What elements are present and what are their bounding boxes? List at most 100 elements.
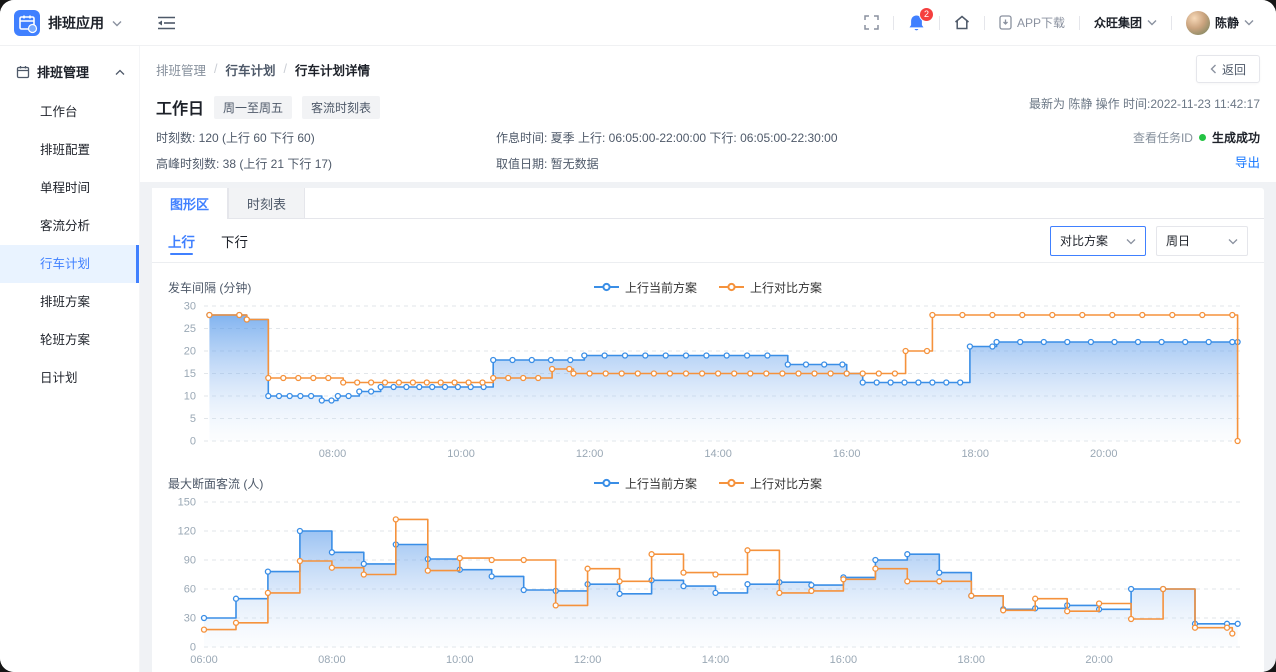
export-link[interactable]: 导出 bbox=[1234, 156, 1260, 170]
chevron-down-icon bbox=[1228, 234, 1238, 248]
sidebar-item-driving-plan[interactable]: 行车计划 bbox=[0, 245, 139, 283]
org-switcher[interactable]: 众旺集团 bbox=[1094, 14, 1157, 31]
day-select[interactable]: 周日 bbox=[1156, 225, 1248, 256]
info-peak-count: 高峰时刻数: 38 (上行 21 下行 17) bbox=[156, 157, 333, 171]
legend-item[interactable]: 上行对比方案 bbox=[719, 475, 822, 492]
sidebar-collapse-icon[interactable] bbox=[158, 16, 175, 30]
card-wrap: 图形区 时刻表 上行 下行 对比方案 周日 bbox=[140, 182, 1276, 672]
sidebar-item-passenger-analysis[interactable]: 客流分析 bbox=[40, 219, 91, 233]
divider bbox=[983, 15, 985, 30]
sidebar-item-workbench[interactable]: 工作台 bbox=[40, 105, 78, 119]
notification-badge: 2 bbox=[918, 6, 934, 22]
svg-text:20:00: 20:00 bbox=[1085, 654, 1113, 666]
home-icon[interactable] bbox=[954, 15, 970, 30]
tab-upstream[interactable]: 上行 bbox=[168, 219, 195, 263]
sidebar-item-daily-plan[interactable]: 日计划 bbox=[40, 371, 78, 385]
svg-text:10:00: 10:00 bbox=[447, 448, 475, 460]
svg-text:08:00: 08:00 bbox=[318, 654, 346, 666]
top-bar: 排班应用 2 APP下载 bbox=[0, 0, 1276, 46]
sidebar-group-label: 排班管理 bbox=[37, 65, 90, 80]
svg-text:120: 120 bbox=[178, 526, 196, 538]
main-content: 排班管理 / 行车计划 / 行车计划详情 返回 工作日 周一至周五 客流时刻表 … bbox=[140, 46, 1276, 672]
chevron-up-icon bbox=[115, 64, 125, 79]
sidebar-item-schedule-config[interactable]: 排班配置 bbox=[40, 143, 91, 157]
svg-text:0: 0 bbox=[190, 436, 196, 448]
topbar-actions: 2 APP下载 众旺集团 陈静 bbox=[864, 6, 1276, 35]
chart-title-flow: 最大断面客流 (人) bbox=[168, 476, 264, 491]
svg-text:0: 0 bbox=[190, 642, 196, 654]
tab-graph-area[interactable]: 图形区 bbox=[152, 188, 229, 219]
page-header: 排班管理 / 行车计划 / 行车计划详情 返回 工作日 周一至周五 客流时刻表 … bbox=[140, 46, 1276, 182]
user-name: 陈静 bbox=[1214, 16, 1239, 30]
view-task-id-link[interactable]: 查看任务ID bbox=[1132, 131, 1193, 145]
notifications-bell-icon[interactable]: 2 bbox=[908, 6, 934, 32]
divider bbox=[1170, 15, 1172, 30]
divider bbox=[892, 15, 894, 30]
page-title: 工作日 bbox=[156, 101, 205, 118]
chart-title-interval: 发车间隔 (分钟) bbox=[168, 280, 252, 295]
app-download[interactable]: APP下载 bbox=[999, 14, 1065, 31]
chevron-left-icon bbox=[1210, 64, 1216, 74]
plan-info: 时刻数: 120 (上行 60 下行 60) 作息时间: 夏季 上行: 06:0… bbox=[156, 129, 838, 172]
interval-chart-svg: 0 5 10 15 20 25 30 08:00 10:00 12:00 14:00 16:00 18:… bbox=[168, 299, 1248, 463]
avatar bbox=[1185, 10, 1210, 35]
back-button[interactable]: 返回 bbox=[1195, 55, 1260, 83]
divider bbox=[1078, 15, 1080, 30]
fullscreen-icon[interactable] bbox=[864, 15, 879, 30]
svg-text:12:00: 12:00 bbox=[574, 654, 602, 666]
tab-timetable[interactable]: 时刻表 bbox=[228, 188, 306, 219]
divider bbox=[938, 15, 940, 30]
app-logo-icon bbox=[14, 9, 40, 36]
svg-text:150: 150 bbox=[178, 497, 196, 509]
legend-item[interactable]: 上行对比方案 bbox=[719, 279, 822, 296]
breadcrumb-driving-plan-detail: 行车计划详情 bbox=[295, 63, 371, 78]
flow-chart-svg: 0 30 60 90 120 150 06:00 08:00 10:00 12:00 14:00 16… bbox=[168, 495, 1248, 669]
chart-legend: 上行当前方案 上行对比方案 bbox=[168, 279, 1248, 296]
user-menu[interactable]: 陈静 bbox=[1185, 10, 1254, 35]
svg-text:30: 30 bbox=[184, 301, 196, 313]
svg-text:14:00: 14:00 bbox=[704, 448, 732, 460]
svg-text:08:00: 08:00 bbox=[319, 448, 347, 460]
compare-plan-select[interactable]: 对比方案 bbox=[1050, 225, 1146, 256]
info-work-hours: 作息时间: 夏季 上行: 06:05:00-22:00:00 下行: 06:05… bbox=[496, 131, 838, 145]
breadcrumb-driving-plan[interactable]: 行车计划 bbox=[225, 63, 276, 78]
chevron-down-icon bbox=[1126, 234, 1136, 248]
status-dot bbox=[1198, 134, 1206, 141]
sidebar-item-rotation-plan[interactable]: 轮班方案 bbox=[40, 333, 91, 347]
svg-text:25: 25 bbox=[184, 323, 196, 335]
org-name: 众旺集团 bbox=[1093, 16, 1142, 30]
plan-card: 图形区 时刻表 上行 下行 对比方案 周日 bbox=[152, 188, 1264, 672]
svg-text:16:00: 16:00 bbox=[833, 448, 861, 460]
sidebar-group-schedule-management[interactable]: 排班管理 bbox=[0, 46, 139, 93]
legend-item[interactable]: 上行当前方案 bbox=[593, 475, 697, 492]
sidebar-item-trip-time[interactable]: 单程时间 bbox=[40, 181, 91, 195]
svg-text:20:00: 20:00 bbox=[1090, 448, 1118, 460]
app-download-label: APP下载 bbox=[1016, 16, 1065, 30]
app-brand[interactable]: 排班应用 bbox=[0, 9, 140, 36]
app-name: 排班应用 bbox=[48, 14, 104, 31]
breadcrumb-schedule-management[interactable]: 排班管理 bbox=[156, 63, 207, 78]
sidebar: 排班管理 工作台 排班配置 单程时间 客流分析 行车计划 排班方案 轮班方案 日… bbox=[0, 46, 140, 672]
chart-legend: 上行当前方案 上行对比方案 bbox=[168, 475, 1248, 492]
info-value-date: 取值日期: 暂无数据 bbox=[496, 157, 599, 171]
calendar-icon bbox=[16, 65, 30, 78]
svg-text:10:00: 10:00 bbox=[446, 654, 474, 666]
svg-text:60: 60 bbox=[184, 584, 196, 596]
chevron-down-icon bbox=[112, 16, 122, 30]
tab-downstream[interactable]: 下行 bbox=[221, 234, 248, 250]
charts-area: 发车间隔 (分钟) 上行当前方案 上行对比方案 0 5 10 15 20 25 30 08:00… bbox=[152, 263, 1264, 672]
svg-text:30: 30 bbox=[184, 613, 196, 625]
sidebar-item-shift-plan[interactable]: 排班方案 bbox=[40, 295, 91, 309]
legend-item[interactable]: 上行当前方案 bbox=[593, 279, 697, 296]
svg-text:90: 90 bbox=[184, 555, 196, 567]
svg-text:10: 10 bbox=[184, 391, 196, 403]
svg-text:06:00: 06:00 bbox=[190, 654, 218, 666]
svg-text:18:00: 18:00 bbox=[961, 448, 989, 460]
svg-text:18:00: 18:00 bbox=[957, 654, 985, 666]
tag-weekdays: 周一至周五 bbox=[214, 95, 293, 119]
tag-passenger-timetable: 客流时刻表 bbox=[302, 95, 381, 119]
svg-text:16:00: 16:00 bbox=[830, 654, 858, 666]
latest-operation-text: 最新为 陈静 操作 时间:2022-11-23 11:42:17 bbox=[1029, 97, 1260, 111]
status-text: 生成成功 bbox=[1211, 131, 1260, 145]
